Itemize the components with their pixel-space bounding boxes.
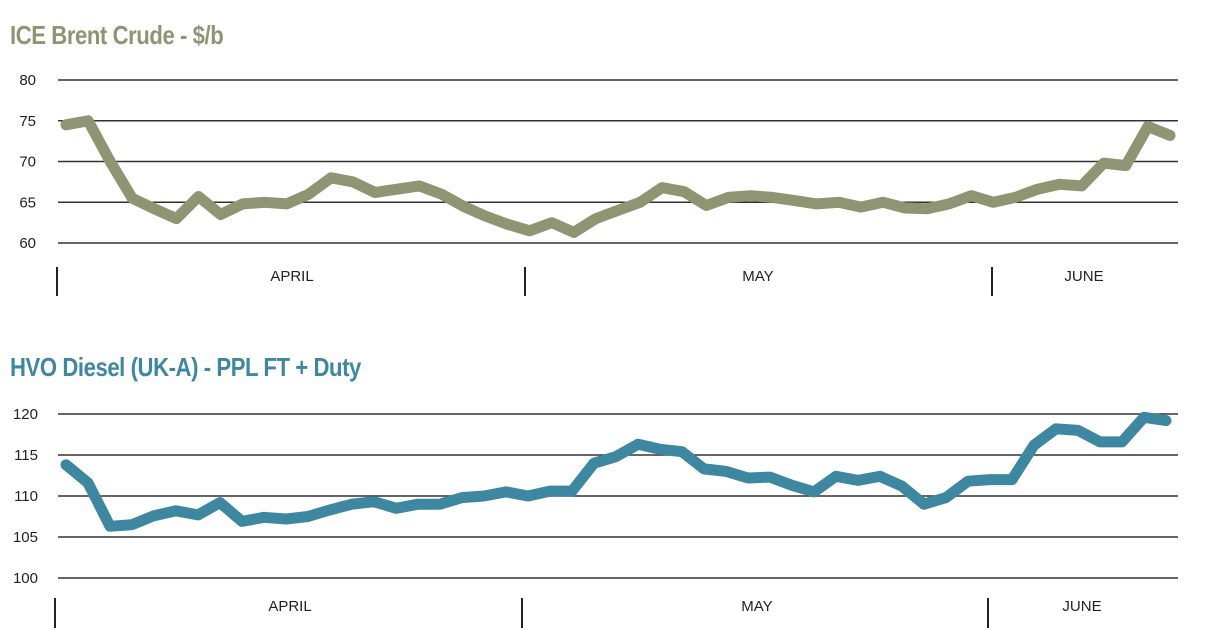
hvo-diesel-plot: 100 105 110 115 120 APRIL MAY JUNE (13, 406, 1178, 628)
chart-title: HVO Diesel (UK-A) - PPL FT + Duty (10, 352, 361, 382)
month-label-may: MAY (741, 598, 772, 615)
y-tick-label: 105 (13, 529, 38, 546)
month-label-april: APRIL (270, 268, 313, 285)
y-tick-label: 75 (19, 113, 36, 130)
month-label-april: APRIL (268, 598, 311, 615)
y-tick-label: 65 (19, 194, 36, 211)
y-tick-label: 60 (19, 235, 36, 252)
month-label-june: JUNE (1064, 268, 1103, 285)
hvo-diesel-chart: HVO Diesel (UK-A) - PPL FT + Duty 100 105… (0, 330, 1205, 630)
brent-crude-chart: ICE Brent Crude - $/b 60 65 70 75 80 APRIL MAY… (0, 0, 1205, 310)
y-tick-label: 100 (13, 570, 38, 587)
y-tick-label: 70 (19, 154, 36, 171)
y-tick-label: 80 (19, 72, 36, 89)
month-label-june: JUNE (1062, 598, 1101, 615)
chart-title: ICE Brent Crude - $/b (10, 20, 224, 50)
series-line (60, 115, 1176, 238)
brent-crude-plot: 60 65 70 75 80 APRIL MAY JUNE (19, 72, 1178, 296)
y-tick-label: 110 (14, 488, 38, 505)
month-label-may: MAY (742, 268, 773, 285)
y-tick-label: 120 (13, 406, 38, 423)
series-line (60, 411, 1172, 532)
y-tick-label: 115 (14, 447, 38, 464)
